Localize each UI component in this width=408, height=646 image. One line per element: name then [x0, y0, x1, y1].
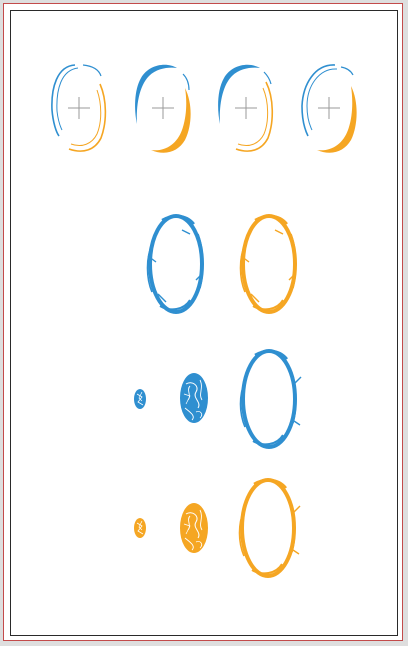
- portal-crosshair-blue-thick: [135, 64, 191, 153]
- portal-swirl-orange: [180, 503, 208, 553]
- portal-crosshair-orange-heavy: [301, 64, 357, 153]
- portal-particle-small-blue: [134, 389, 146, 409]
- crosshair-portal-row: [51, 64, 357, 153]
- portal-ring-orange-small: [238, 478, 301, 578]
- portal-ring-row: [146, 214, 297, 314]
- portal-effect-row-orange: [134, 478, 301, 578]
- portal-swirl-blue: [180, 373, 208, 423]
- portal-effect-row-blue: [134, 349, 302, 449]
- portal-particle-small-orange: [134, 518, 146, 538]
- portal-ring-blue-small: [239, 349, 302, 449]
- portal-ring-blue: [146, 214, 204, 314]
- portal-crosshair-orange-thick: [218, 64, 274, 152]
- portal-ring-orange: [239, 214, 297, 314]
- portal-crosshair-thin: [51, 64, 107, 152]
